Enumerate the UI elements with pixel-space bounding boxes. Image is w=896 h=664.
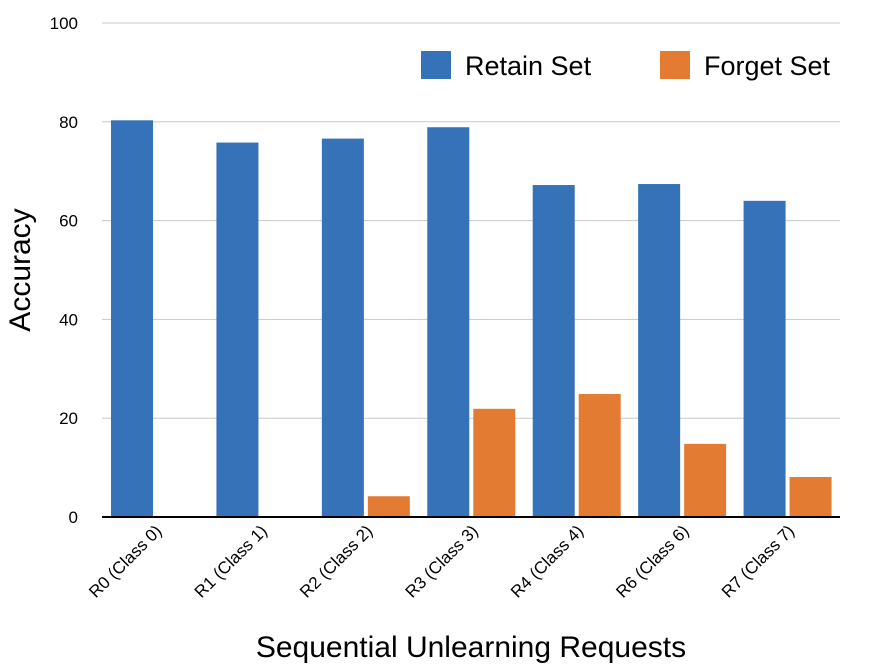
bar-forget — [367, 496, 410, 517]
y-tick-label: 0 — [69, 508, 78, 527]
legend-label-forget: Forget Set — [704, 51, 831, 81]
y-axis-ticks: 0 20 40 60 80 100 — [50, 14, 78, 527]
y-tick-label: 40 — [59, 310, 78, 329]
bar-retain — [321, 138, 364, 517]
legend-swatch-forget — [660, 51, 690, 79]
x-axis-title: Sequential Unlearning Requests — [256, 631, 686, 664]
legend-label-retain: Retain Set — [465, 51, 592, 81]
bar-retain — [216, 142, 259, 517]
y-tick-label: 60 — [59, 212, 78, 231]
bar-retain — [638, 184, 681, 517]
legend-swatch-retain — [421, 51, 451, 79]
x-tick-label: R2 (Class 2) — [296, 521, 376, 601]
x-tick-label: R6 (Class 6) — [612, 521, 692, 601]
bar-forget — [578, 393, 621, 517]
bar-retain — [743, 200, 786, 517]
y-tick-label: 80 — [59, 113, 78, 132]
legend: Retain Set Forget Set — [421, 51, 831, 81]
y-tick-label: 20 — [59, 409, 78, 428]
y-tick-label: 100 — [50, 14, 78, 33]
bar-forget — [789, 476, 832, 517]
bar-retain — [111, 120, 153, 518]
bar-forget — [473, 408, 516, 517]
x-tick-label: R4 (Class 4) — [507, 521, 587, 601]
bar-retain — [427, 127, 470, 517]
bar-retain — [532, 185, 575, 518]
gridlines — [102, 22, 840, 419]
x-tick-label: R7 (Class 7) — [718, 521, 798, 601]
bar-forget — [684, 443, 727, 517]
x-axis-ticks: R0 (Class 0) R1 (Class 1) R2 (Class 2) R3 (… — [85, 521, 798, 601]
x-tick-label: R3 (Class 3) — [402, 521, 482, 601]
y-axis-title: Accuracy — [4, 208, 37, 331]
bars — [111, 120, 832, 518]
x-tick-label: R1 (Class 1) — [191, 521, 271, 601]
x-tick-label: R0 (Class 0) — [85, 521, 165, 601]
